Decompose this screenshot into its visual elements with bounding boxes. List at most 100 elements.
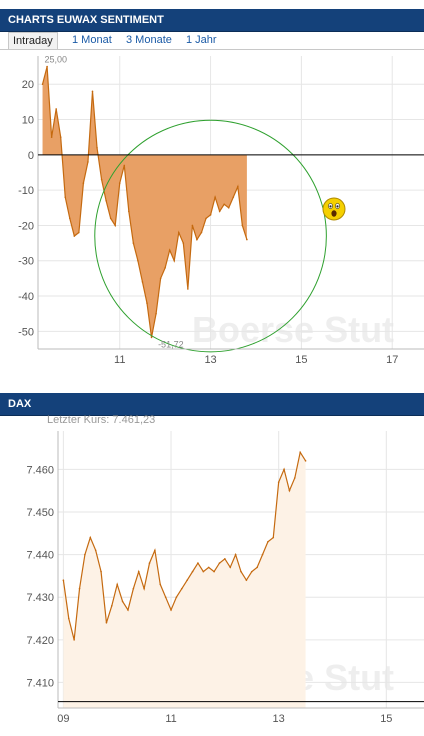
data-point [304, 460, 307, 462]
data-point [159, 277, 162, 280]
data-point [143, 587, 145, 590]
y-tick-label: 7.460 [26, 464, 54, 476]
tab-1-jahr[interactable]: 1 Jahr [186, 34, 217, 46]
data-point [137, 259, 139, 262]
dax-chart: Letzter Kurs: 7.461,23 Boerse Stut 09111… [26, 415, 424, 725]
x-tick-label: 11 [165, 713, 176, 725]
y-tick-label: 7.430 [26, 592, 54, 604]
surprised-face-icon [322, 197, 346, 221]
data-point [196, 238, 198, 241]
y-tick-label: -50 [18, 326, 34, 338]
data-point [245, 579, 248, 581]
series-area [42, 66, 247, 338]
series-area [63, 452, 306, 708]
tab-3-monate[interactable]: 3 Monate [126, 34, 172, 46]
data-point [59, 136, 62, 138]
data-point [73, 639, 75, 641]
data-point [62, 579, 65, 581]
data-point [234, 553, 237, 556]
x-tick-label: 13 [204, 354, 216, 366]
data-point [109, 217, 112, 220]
data-point [240, 570, 242, 573]
y-tick-label: 7.440 [26, 550, 54, 562]
data-point [197, 562, 199, 564]
data-point [132, 242, 135, 244]
data-point [267, 541, 269, 543]
x-tick-label: 15 [380, 713, 392, 725]
data-point [218, 210, 221, 213]
data-point [50, 136, 53, 138]
data-point [150, 336, 153, 339]
data-point [132, 587, 135, 590]
tab-intraday[interactable]: Intraday [8, 32, 58, 49]
watermark: Boerse Stut [192, 309, 394, 350]
data-point [64, 196, 67, 199]
data-point [55, 108, 57, 110]
data-point [100, 570, 102, 573]
x-tick-label: 17 [386, 354, 398, 366]
data-point [261, 553, 264, 556]
data-point [116, 583, 119, 586]
data-point [256, 566, 258, 569]
y-tick-label: 7.450 [26, 507, 54, 519]
data-point [41, 83, 44, 86]
y-tick-label: -30 [18, 256, 34, 268]
y-tick-label: 7.410 [26, 677, 54, 689]
data-point [207, 566, 210, 569]
data-point [209, 214, 212, 216]
data-point [182, 242, 185, 244]
data-point [294, 477, 296, 479]
data-point [137, 570, 140, 573]
data-point [283, 468, 285, 471]
y-tick-label: 0 [28, 150, 34, 162]
data-point [202, 570, 205, 573]
annotation-max: 25,00 [45, 55, 68, 65]
annotation-min: -51,72 [158, 339, 184, 349]
data-point [159, 583, 162, 586]
sentiment-panel-header: CHARTS EUWAX SENTIMENT [0, 9, 424, 32]
data-point [187, 288, 189, 290]
tab-1-monat[interactable]: 1 Monat [72, 34, 112, 46]
data-point [232, 196, 235, 199]
data-point [146, 302, 148, 304]
data-point [127, 609, 129, 611]
data-point [246, 238, 248, 241]
series-line [41, 66, 248, 338]
data-point [96, 146, 98, 149]
data-point [155, 312, 157, 315]
data-point [227, 206, 230, 209]
data-point [186, 579, 188, 581]
dax-panel-title: DAX [8, 398, 32, 410]
data-point [213, 570, 215, 573]
data-point [200, 231, 203, 234]
data-point [91, 90, 94, 93]
data-point [114, 224, 116, 227]
data-point [46, 65, 48, 68]
data-point [82, 182, 85, 184]
data-point [87, 161, 89, 163]
sentiment-panel-title: CHARTS EUWAX SENTIMENT [8, 14, 164, 26]
y-tick-label: 20 [22, 79, 34, 91]
data-point [105, 199, 107, 202]
x-tick-label: 15 [295, 354, 307, 366]
data-point [78, 231, 80, 234]
data-point [214, 196, 216, 199]
data-point [84, 553, 86, 556]
y-tick-label: -20 [18, 220, 34, 232]
data-point [177, 231, 180, 234]
data-point [94, 549, 97, 552]
data-point [128, 210, 130, 213]
data-point [111, 604, 113, 607]
y-tick-label: 10 [22, 115, 34, 127]
data-point [277, 481, 280, 483]
data-point [148, 562, 151, 564]
data-point [237, 185, 239, 188]
data-point [180, 587, 183, 590]
data-point [241, 224, 244, 227]
data-point [175, 596, 178, 598]
data-point [168, 249, 171, 251]
last-price-text: Letzter Kurs: 7.461,23 [47, 415, 155, 426]
data-point [173, 259, 176, 262]
y-tick-label: -40 [18, 291, 34, 303]
data-point [191, 570, 194, 573]
